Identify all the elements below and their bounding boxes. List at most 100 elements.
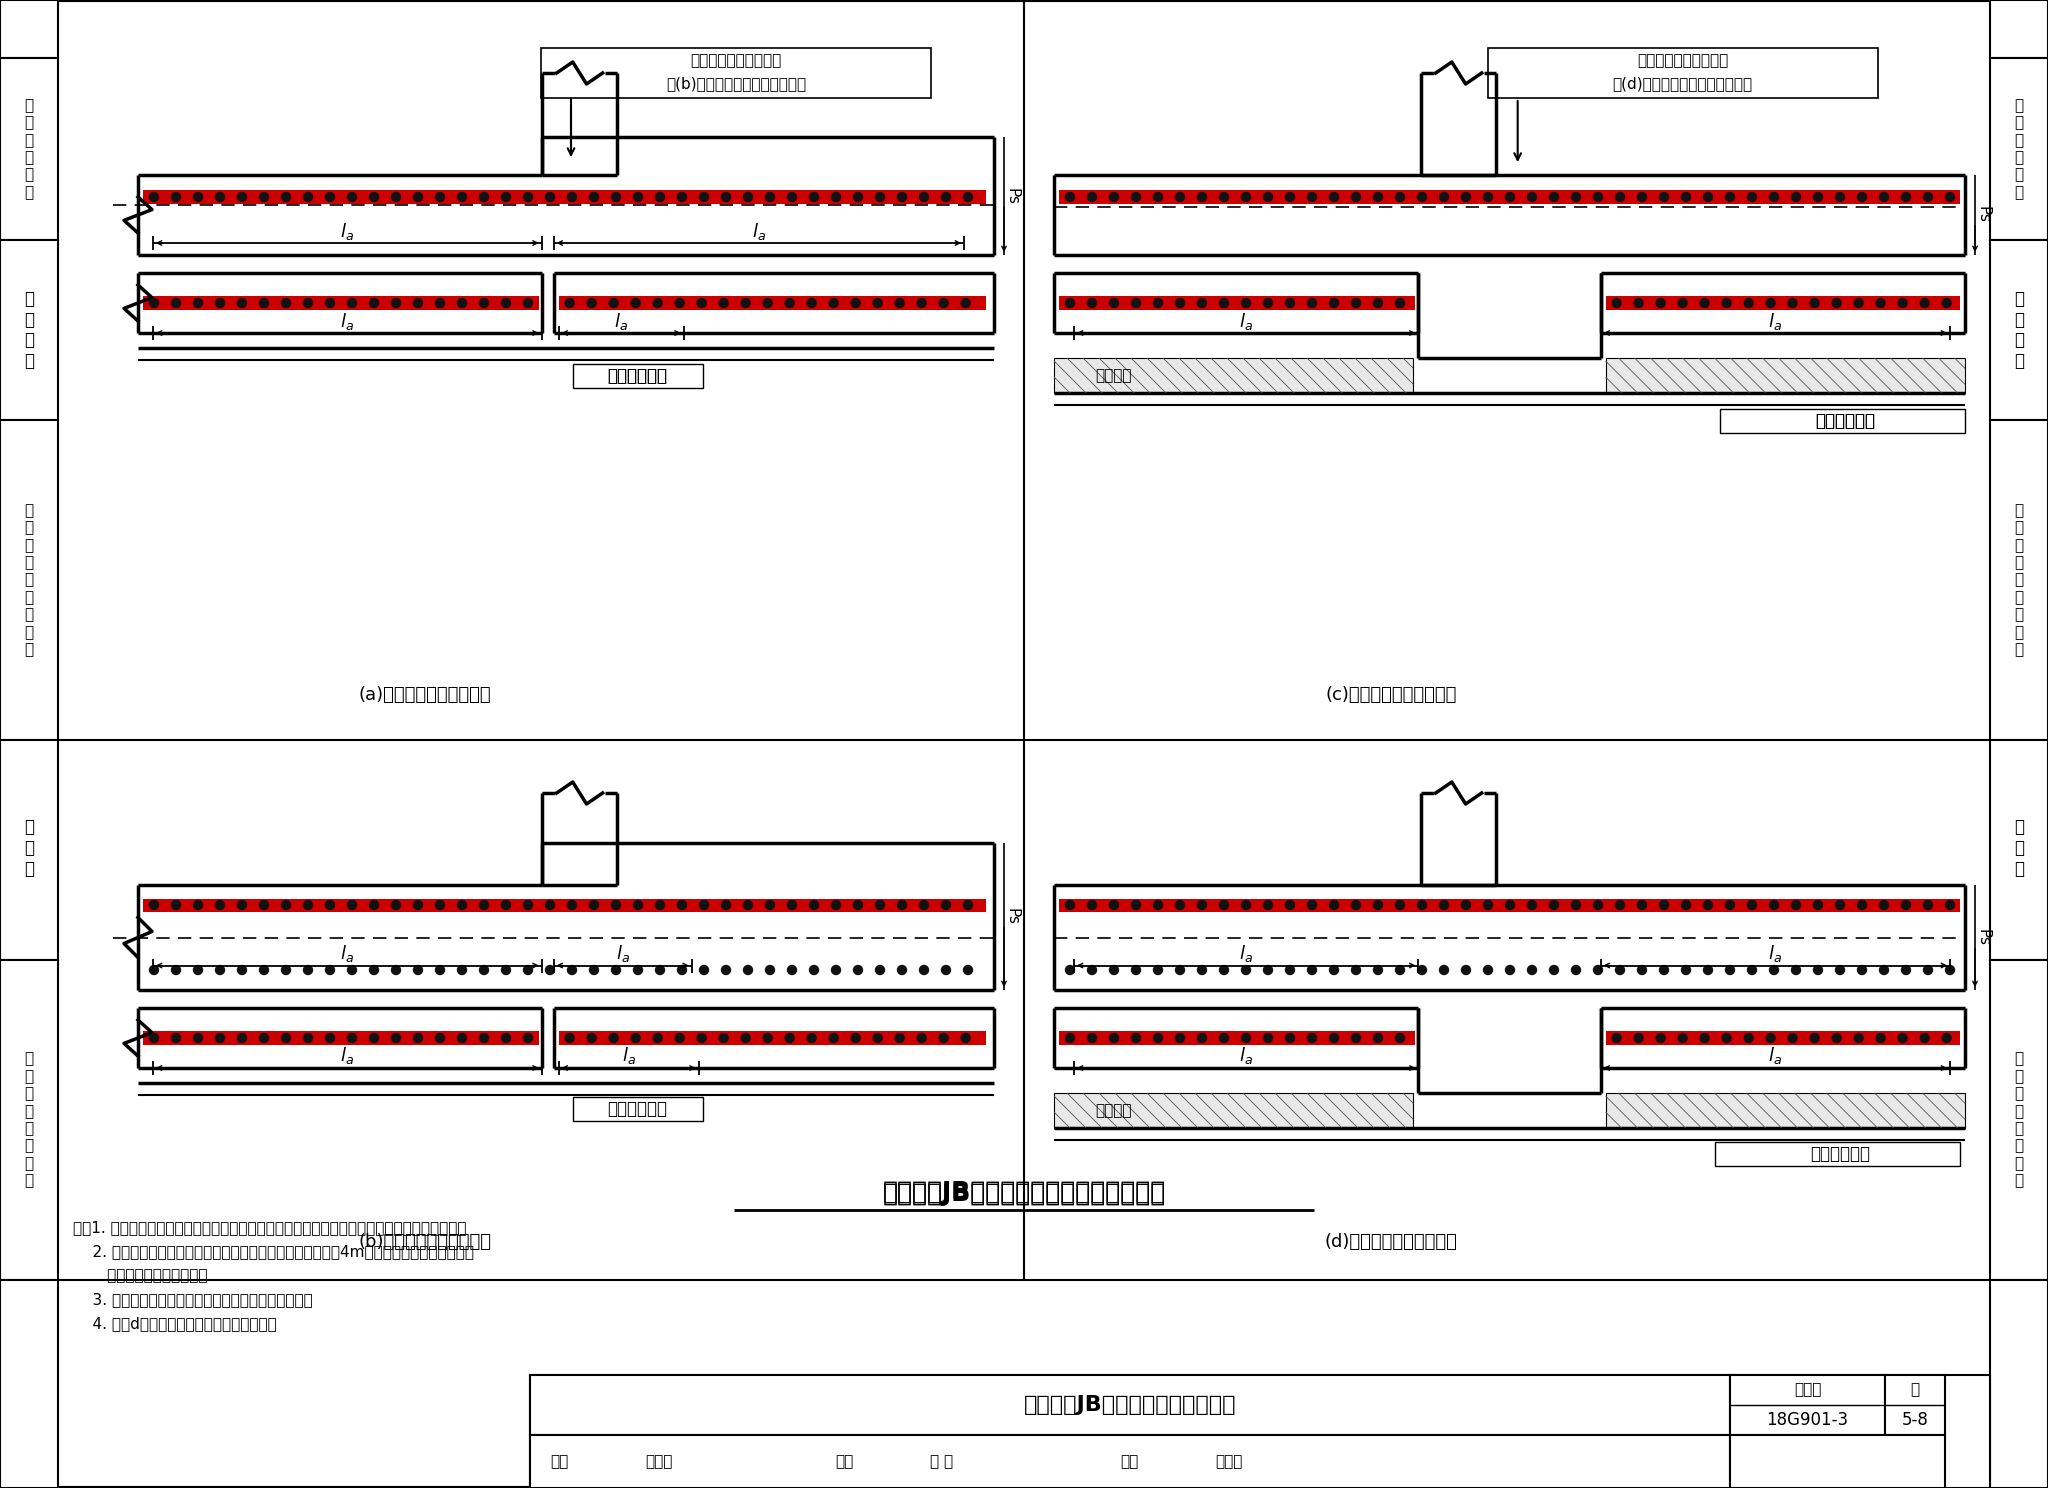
Circle shape: [1264, 966, 1272, 975]
Circle shape: [1612, 299, 1622, 308]
Circle shape: [1130, 900, 1141, 909]
Circle shape: [1880, 900, 1888, 909]
Circle shape: [479, 966, 489, 975]
Circle shape: [1921, 299, 1929, 308]
Circle shape: [918, 299, 926, 308]
Circle shape: [524, 192, 532, 201]
Circle shape: [1219, 966, 1229, 975]
Bar: [0, 58, 57, 240]
Text: 独
立
基
础: 独 立 基 础: [2013, 290, 2023, 371]
Circle shape: [193, 900, 203, 909]
Circle shape: [215, 299, 225, 308]
Circle shape: [807, 299, 817, 308]
Circle shape: [1241, 900, 1251, 909]
Bar: [0, 1280, 57, 1488]
Circle shape: [1726, 966, 1735, 975]
Circle shape: [1747, 966, 1757, 975]
Text: 注：1. 本图所示意的基础，包括独立基础、条形基础、桶基础、桶基承台棁以及基础联系梁等。: 注：1. 本图所示意的基础，包括独立基础、条形基础、桶基础、桶基承台棁以及基础联…: [74, 1220, 467, 1235]
Circle shape: [281, 966, 291, 975]
Text: Ps: Ps: [1004, 187, 1020, 204]
Circle shape: [1812, 966, 1823, 975]
Circle shape: [1835, 900, 1845, 909]
Circle shape: [1638, 900, 1647, 909]
Circle shape: [1946, 900, 1954, 909]
Circle shape: [854, 966, 862, 975]
Circle shape: [303, 1034, 313, 1043]
Bar: [1714, 1141, 1960, 1167]
Circle shape: [1395, 966, 1405, 975]
Text: 与
基
础
有
关
的
构
造: 与 基 础 有 关 的 构 造: [2015, 1052, 2023, 1189]
Circle shape: [1110, 299, 1118, 308]
Circle shape: [1395, 192, 1405, 201]
Circle shape: [1659, 900, 1669, 909]
Circle shape: [831, 192, 840, 201]
Circle shape: [963, 900, 973, 909]
Circle shape: [1198, 192, 1206, 201]
Text: Ps: Ps: [1976, 929, 1991, 946]
Circle shape: [348, 900, 356, 909]
Circle shape: [854, 900, 862, 909]
Circle shape: [436, 299, 444, 308]
Text: 图集号: 图集号: [1794, 1382, 1821, 1397]
Circle shape: [524, 299, 532, 308]
Circle shape: [1176, 900, 1184, 909]
Text: 王怀元: 王怀元: [1214, 1454, 1243, 1469]
Circle shape: [238, 966, 246, 975]
Circle shape: [1880, 192, 1888, 201]
Circle shape: [612, 192, 621, 201]
Circle shape: [676, 1034, 684, 1043]
Circle shape: [1657, 1034, 1665, 1043]
Circle shape: [1130, 192, 1141, 201]
Circle shape: [391, 900, 401, 909]
Circle shape: [502, 966, 510, 975]
Circle shape: [172, 900, 180, 909]
Circle shape: [1087, 900, 1096, 909]
Bar: [0, 0, 57, 58]
Bar: [1991, 240, 2048, 420]
Bar: [1606, 359, 1964, 393]
Circle shape: [524, 900, 532, 909]
Circle shape: [1483, 966, 1493, 975]
Circle shape: [238, 299, 246, 308]
Circle shape: [940, 1034, 948, 1043]
Circle shape: [457, 192, 467, 201]
Circle shape: [1880, 966, 1888, 975]
Text: 防水层和底层: 防水层和底层: [608, 368, 668, 385]
Circle shape: [852, 1034, 860, 1043]
Text: 填充材料: 填充材料: [1096, 369, 1133, 384]
Circle shape: [1176, 1034, 1184, 1043]
Bar: [0, 420, 57, 740]
Circle shape: [764, 1034, 772, 1043]
Circle shape: [633, 966, 643, 975]
Circle shape: [1130, 1034, 1141, 1043]
Circle shape: [743, 966, 752, 975]
Circle shape: [700, 900, 709, 909]
Circle shape: [1677, 299, 1688, 308]
Bar: [143, 296, 539, 310]
Circle shape: [852, 299, 860, 308]
Circle shape: [281, 192, 291, 201]
Circle shape: [1241, 299, 1251, 308]
Circle shape: [457, 966, 467, 975]
Circle shape: [1198, 1034, 1206, 1043]
Circle shape: [260, 1034, 268, 1043]
Circle shape: [1876, 299, 1884, 308]
Bar: [1487, 48, 1878, 98]
Circle shape: [696, 299, 707, 308]
Circle shape: [678, 900, 686, 909]
Circle shape: [348, 966, 356, 975]
Circle shape: [502, 900, 510, 909]
Bar: [1055, 359, 1413, 393]
Circle shape: [502, 192, 510, 201]
Circle shape: [1858, 192, 1866, 201]
Bar: [559, 296, 985, 310]
Text: 黄志刚: 黄志刚: [645, 1454, 672, 1469]
Circle shape: [1810, 299, 1819, 308]
Circle shape: [369, 299, 379, 308]
Circle shape: [897, 900, 907, 909]
Circle shape: [1176, 966, 1184, 975]
Circle shape: [942, 900, 950, 909]
Circle shape: [1681, 966, 1690, 975]
Circle shape: [1130, 299, 1141, 308]
Circle shape: [655, 192, 664, 201]
